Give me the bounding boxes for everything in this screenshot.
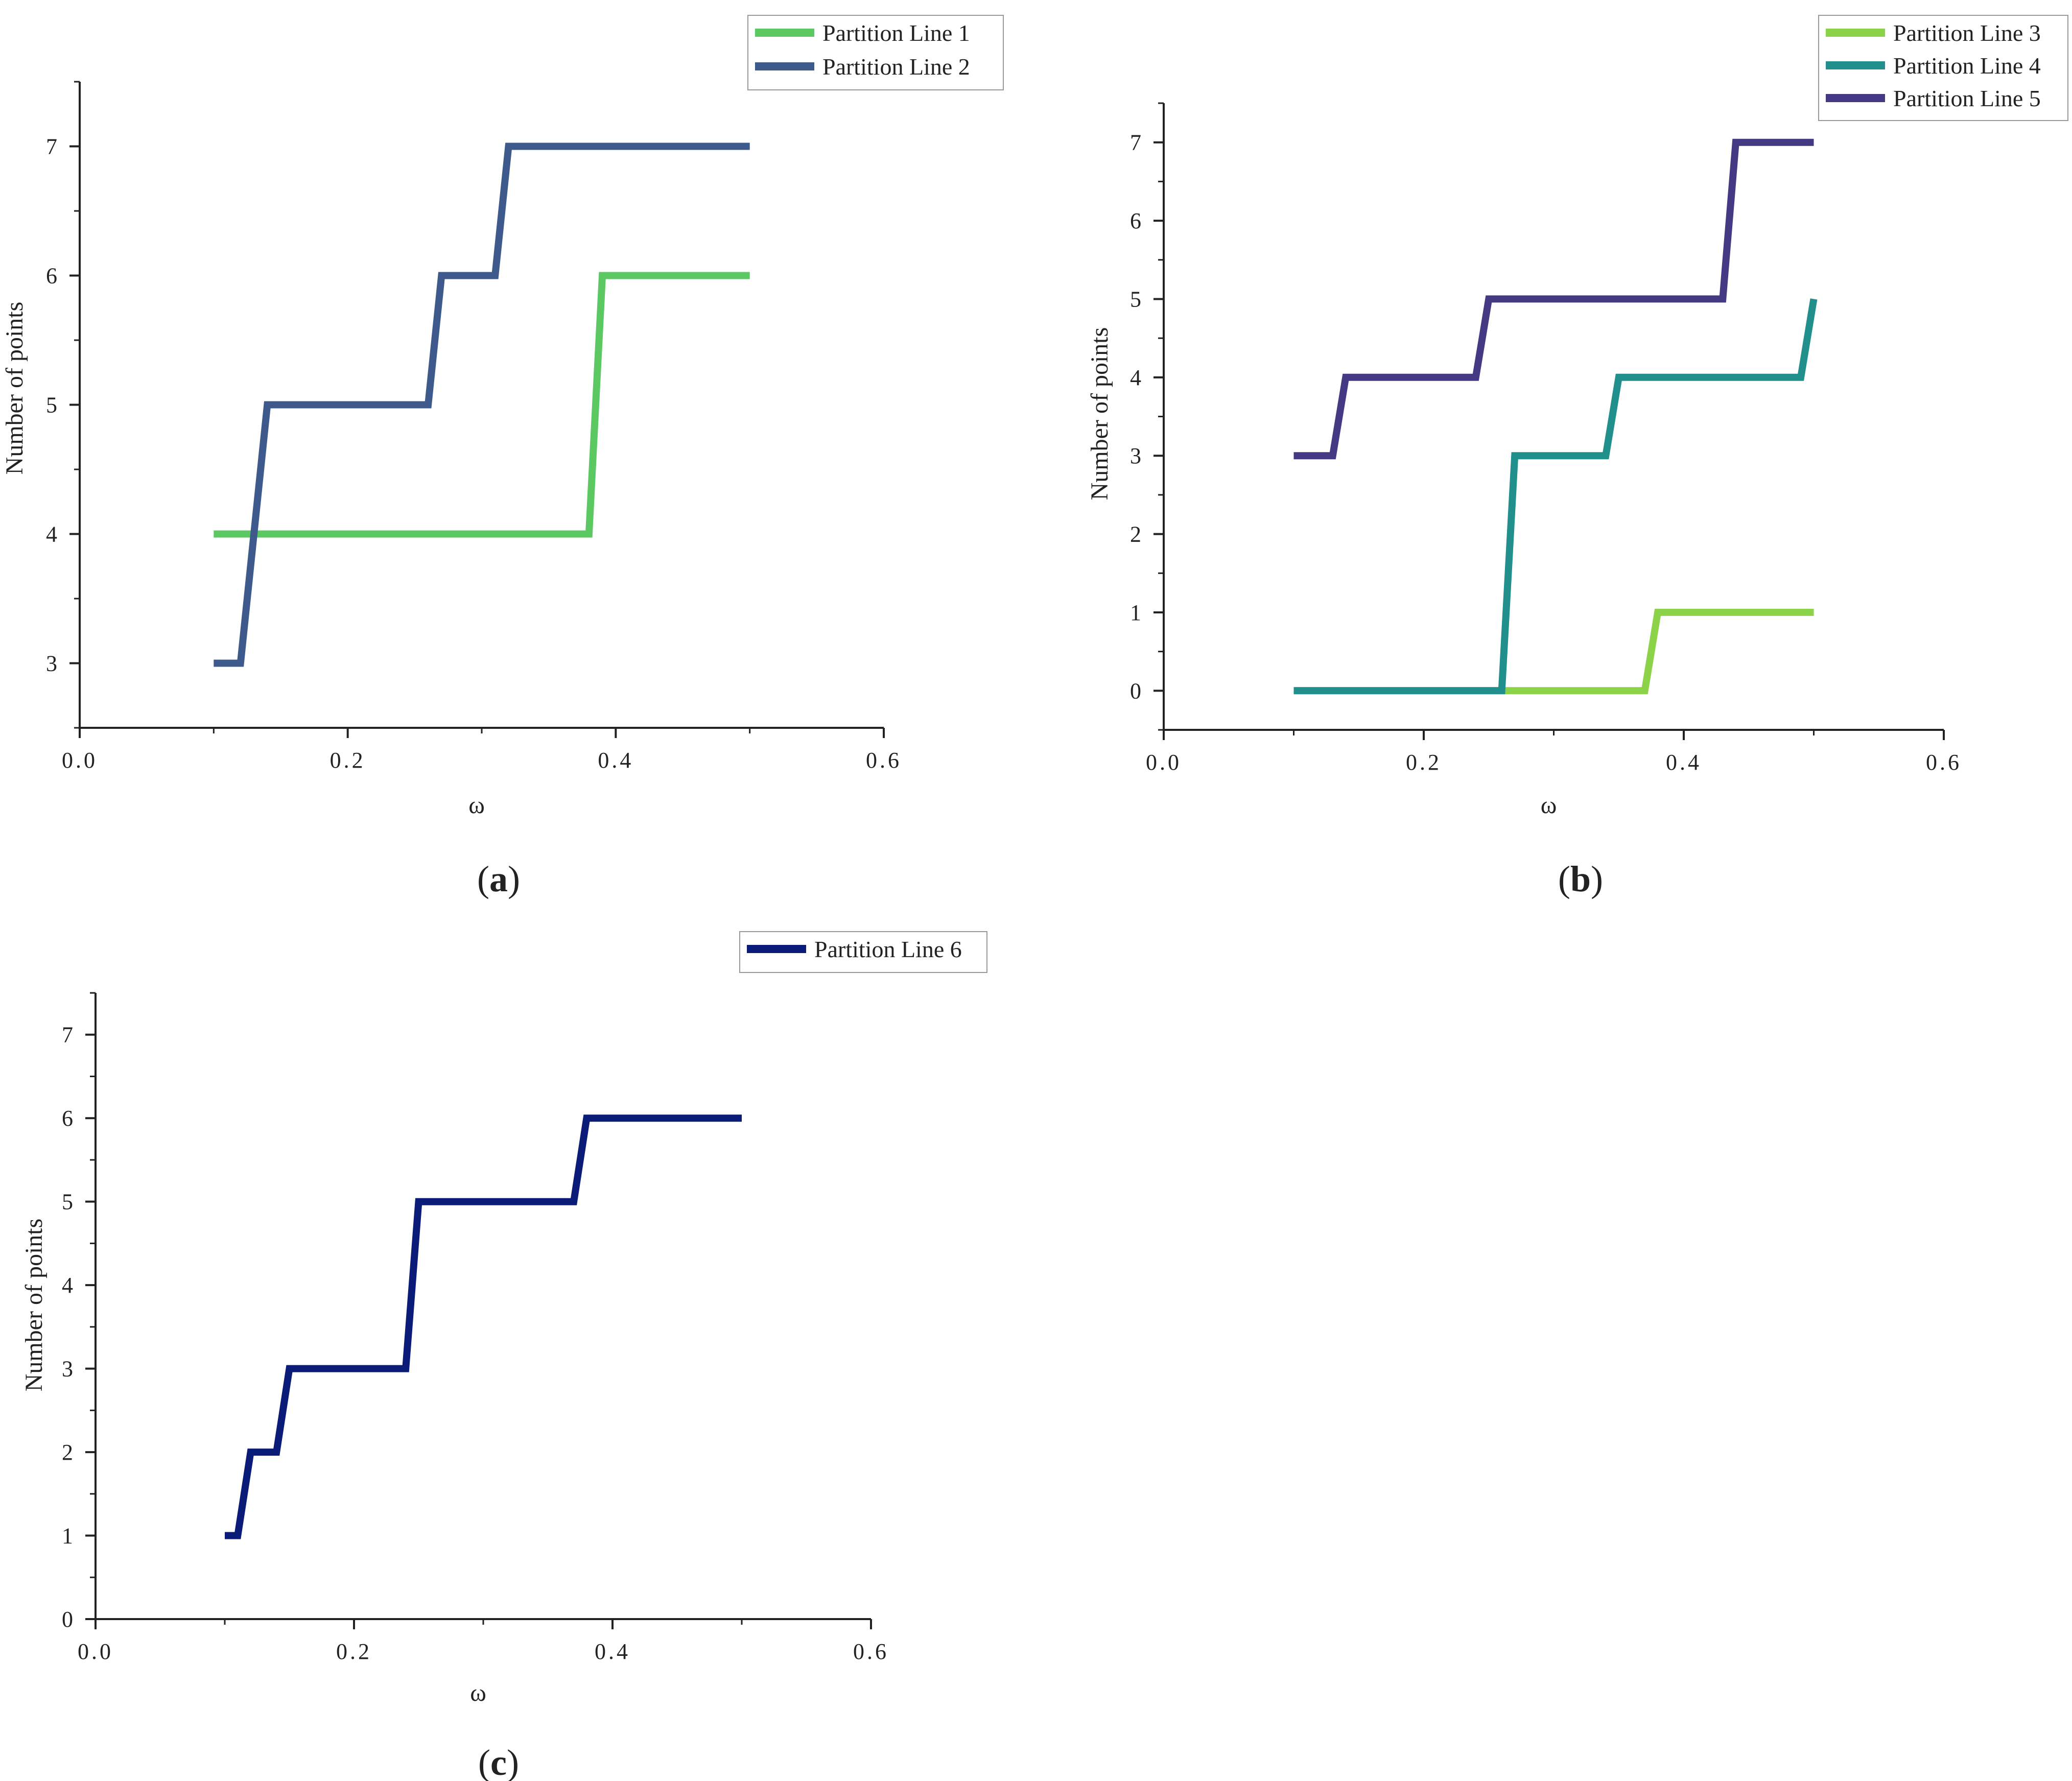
y-tick-label: 6 xyxy=(62,1106,73,1131)
y-tick-label: 7 xyxy=(1130,130,1141,155)
y-tick-label: 1 xyxy=(62,1524,73,1549)
y-tick-label: 6 xyxy=(46,264,57,289)
legend-entry: Partition Line 5 xyxy=(1893,85,2041,111)
series-line-1 xyxy=(1293,608,1814,695)
y-tick-label: 3 xyxy=(46,651,57,676)
x-tick-label: 0.0 xyxy=(78,1639,113,1664)
chart-panel-b: 0.0 0.2 0.4 0.6 0 1 2 3 4 5 6 7 ω Number of points Par… xyxy=(1086,15,2068,899)
y-tick-label: 0 xyxy=(1130,678,1141,703)
legend: Partition Line 6 xyxy=(739,931,987,973)
y-tick-label: 4 xyxy=(46,522,57,547)
x-tick-label: 0.0 xyxy=(1146,750,1182,775)
y-tick-label: 1 xyxy=(1130,600,1141,625)
y-tick-label: 3 xyxy=(1130,443,1141,468)
y-tick-label: 4 xyxy=(62,1273,73,1298)
y-tick-label: 6 xyxy=(1130,208,1141,233)
y-tick-label: 5 xyxy=(46,393,57,418)
x-tick-label: 0.4 xyxy=(1666,750,1702,775)
series-line-3 xyxy=(1293,138,1814,460)
y-tick-label: 4 xyxy=(1130,365,1141,390)
x-axis-title: ω xyxy=(1541,792,1557,819)
y-axis-title: Number of points xyxy=(1086,327,1113,501)
panel-label: (a) xyxy=(477,859,520,899)
chart-panel-a: 0.0 0.2 0.4 0.6 3 4 5 6 7 ω Number of points Partit… xyxy=(1,15,1004,899)
x-tick-label: 0.4 xyxy=(598,748,633,773)
y-tick-label: 7 xyxy=(46,134,57,159)
x-axis-title: ω xyxy=(470,1679,486,1706)
legend: Partition Line 3 Partition Line 4 Partitio… xyxy=(1818,15,2068,121)
legend-entry: Partition Line 4 xyxy=(1893,53,2041,79)
y-tick-label: 0 xyxy=(62,1607,73,1632)
x-tick-label: 0.0 xyxy=(62,748,98,773)
series-line-1 xyxy=(214,272,750,538)
x-tick-label: 0.2 xyxy=(330,748,366,773)
series-line-1 xyxy=(225,1114,742,1539)
legend-box xyxy=(747,15,1004,90)
legend-entry: Partition Line 6 xyxy=(814,936,962,962)
chart-panel-c: 0.0 0.2 0.4 0.6 0 1 2 3 4 5 6 7 ω Number of points Par… xyxy=(20,931,987,1781)
legend-entry: Partition Line 1 xyxy=(822,20,970,46)
y-tick-label: 2 xyxy=(62,1440,73,1465)
y-tick-label: 5 xyxy=(1130,287,1141,312)
panel-label: (b) xyxy=(1558,859,1603,899)
x-tick-label: 0.6 xyxy=(866,748,902,773)
y-tick-label: 7 xyxy=(62,1023,73,1048)
x-tick-label: 0.6 xyxy=(853,1639,889,1664)
series-line-2 xyxy=(214,143,750,667)
x-tick-label: 0.2 xyxy=(336,1639,372,1664)
panel-label: (c) xyxy=(478,1742,519,1781)
x-tick-label: 0.6 xyxy=(1926,750,1962,775)
y-axis-title: Number of points xyxy=(1,302,28,475)
legend-entry: Partition Line 2 xyxy=(822,54,970,80)
y-axis-title: Number of points xyxy=(20,1219,48,1392)
legend: Partition Line 1 Partition Line 2 xyxy=(747,15,1004,90)
legend-entry: Partition Line 3 xyxy=(1893,20,2041,46)
y-tick-label: 2 xyxy=(1130,522,1141,547)
series-line-2 xyxy=(1293,298,1818,695)
x-tick-label: 0.4 xyxy=(595,1639,630,1664)
x-axis-title: ω xyxy=(468,792,485,819)
x-tick-label: 0.2 xyxy=(1406,750,1442,775)
y-tick-label: 3 xyxy=(62,1357,73,1382)
y-tick-label: 5 xyxy=(62,1190,73,1215)
